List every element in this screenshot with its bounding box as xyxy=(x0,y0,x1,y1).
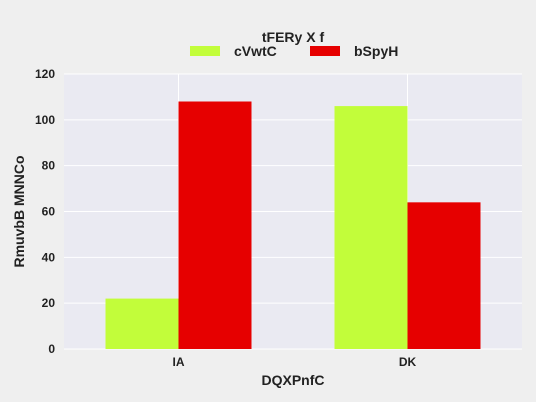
y-axis-title: RmuvbB MNNCo xyxy=(11,156,27,268)
legend-label-cVwtC: cVwtC xyxy=(234,43,277,59)
x-axis: IA DK xyxy=(173,355,417,369)
y-tick-label: 60 xyxy=(42,205,56,219)
y-tick-label: 120 xyxy=(35,67,55,81)
bar-bSpyH-IA xyxy=(178,101,252,349)
y-tick-label: 0 xyxy=(48,342,55,356)
bar-cVwtC-IA xyxy=(105,298,179,349)
legend: tFERy X f cVwtC bSpyH xyxy=(190,29,398,59)
y-tick-label: 40 xyxy=(42,250,56,264)
y-tick-label: 100 xyxy=(35,113,55,127)
y-tick-label: 20 xyxy=(42,296,56,310)
legend-swatch-cVwtC xyxy=(190,46,220,56)
y-tick-label: 80 xyxy=(42,159,56,173)
x-tick-label: DK xyxy=(399,355,417,369)
bar-bSpyH-DK xyxy=(407,202,481,349)
bars xyxy=(105,101,481,349)
legend-label-bSpyH: bSpyH xyxy=(354,43,398,59)
x-axis-title: DQXPnfC xyxy=(262,372,325,388)
legend-title: tFERy X f xyxy=(262,29,325,45)
legend-swatch-bSpyH xyxy=(310,46,340,56)
x-tick-label: IA xyxy=(173,355,185,369)
y-axis: 0 20 40 60 80 100 120 xyxy=(35,67,55,356)
bar-cVwtC-DK xyxy=(334,106,408,349)
